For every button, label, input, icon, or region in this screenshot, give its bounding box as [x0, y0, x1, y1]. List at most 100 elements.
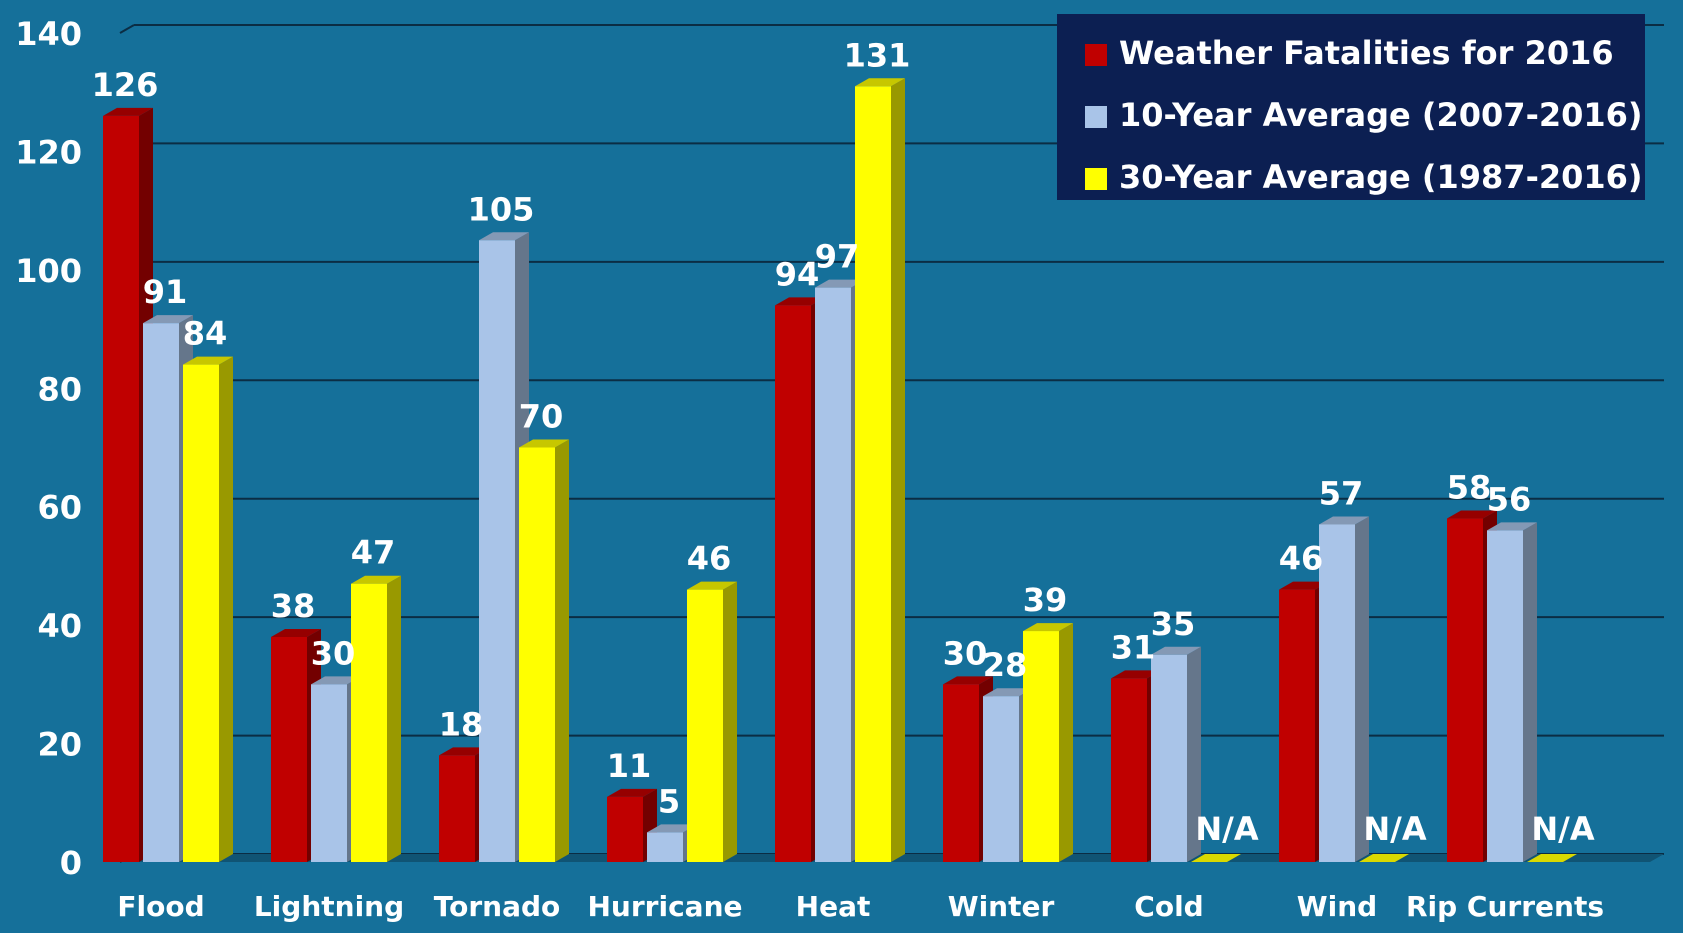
data-label: 58 [1447, 469, 1492, 507]
bar-side [1523, 522, 1537, 862]
bar [271, 636, 307, 862]
x-tick-label: Flood [117, 890, 204, 923]
bar-group [1447, 510, 1577, 862]
bar [439, 755, 475, 862]
bar-top [183, 356, 233, 365]
bar-top [983, 688, 1033, 697]
bar-top [815, 279, 865, 288]
data-labels: 1269184383047181057011546949713130283931… [92, 36, 1595, 848]
data-label: 11 [607, 747, 652, 785]
bar-group [271, 575, 401, 862]
y-tick-label: 100 [15, 252, 82, 290]
data-label: 57 [1319, 474, 1364, 512]
bar [1151, 654, 1187, 862]
data-label: 105 [468, 190, 535, 228]
bar-group [1111, 646, 1241, 862]
bar-top [607, 788, 657, 797]
bar-side [1187, 646, 1201, 862]
data-label: 94 [775, 255, 820, 293]
legend-box [1057, 14, 1645, 200]
legend-swatch [1085, 44, 1107, 66]
bar [479, 240, 515, 862]
bar-top [647, 824, 697, 833]
data-label: N/A [1531, 810, 1594, 848]
legend-swatch [1085, 106, 1107, 128]
y-tick-label: 60 [37, 489, 82, 527]
bar [687, 589, 723, 862]
bar-top [775, 297, 825, 306]
bar [855, 86, 891, 863]
data-label: N/A [1195, 810, 1258, 848]
data-label: 56 [1487, 480, 1532, 518]
x-tick-label: Tornado [434, 890, 561, 923]
x-tick-label: Wind [1297, 890, 1377, 923]
y-tick-label: 80 [37, 370, 82, 408]
legend-entry: Weather Fatalities for 2016 [1119, 34, 1614, 72]
gridline-depth [119, 24, 135, 34]
x-tick-label: Rip Currents [1406, 890, 1604, 923]
data-label: 18 [439, 705, 484, 743]
data-label: 30 [311, 634, 356, 672]
bar-group [1279, 516, 1409, 862]
bar [983, 696, 1019, 862]
bar-group [439, 232, 569, 862]
bar [815, 287, 851, 862]
bar-top [1111, 670, 1161, 679]
bar-top [855, 78, 905, 87]
data-label: 46 [687, 540, 732, 578]
bar [1023, 631, 1059, 862]
bar [311, 684, 347, 862]
data-label: 91 [143, 273, 188, 311]
y-tick-label: 40 [37, 607, 82, 645]
bar-top [103, 107, 153, 116]
bar-top [311, 676, 361, 685]
bar-missing [1359, 854, 1409, 862]
x-tick-label: Cold [1134, 890, 1203, 923]
bar-top [143, 315, 193, 324]
data-label: 46 [1279, 540, 1324, 578]
y-axis: 0 20 40 60 80 100 120 140 [15, 15, 82, 882]
y-tick-label: 120 [15, 133, 82, 171]
bar-top [943, 676, 993, 685]
bar-top [271, 628, 321, 637]
y-tick-label: 0 [60, 844, 82, 882]
bar-group [103, 107, 233, 862]
data-label: 35 [1151, 605, 1196, 643]
data-label: 30 [943, 634, 988, 672]
bar-top [1023, 623, 1073, 632]
bar-side [1059, 623, 1073, 862]
bar-top [1487, 522, 1537, 531]
data-label: N/A [1363, 810, 1426, 848]
bar [1279, 589, 1315, 862]
bar-side [1355, 516, 1369, 862]
bar-top [1151, 646, 1201, 655]
bar [1487, 530, 1523, 862]
bar-side [219, 356, 233, 862]
x-tick-label: Lightning [254, 890, 404, 923]
y-tick-label: 140 [15, 15, 82, 53]
bar [607, 796, 643, 862]
legend-entry: 10-Year Average (2007-2016) [1119, 96, 1643, 134]
bars: Flood Lightning Tornado Hurricane Heat Winter… [103, 78, 1604, 923]
data-label: 70 [519, 398, 564, 436]
bar-side [723, 581, 737, 862]
data-label: 131 [844, 36, 911, 74]
y-tick-label: 20 [37, 726, 82, 764]
bar-group [943, 623, 1073, 862]
bar [519, 447, 555, 862]
data-label: 5 [658, 782, 680, 820]
data-label: 47 [351, 534, 396, 572]
bar-side [387, 575, 401, 862]
bar [1447, 518, 1483, 862]
bar [183, 364, 219, 862]
bar-top [519, 439, 569, 448]
x-tick-label: Heat [796, 890, 871, 923]
bar [775, 305, 811, 862]
bar-top [1279, 581, 1329, 590]
bar-group [607, 581, 737, 862]
bar-side [555, 439, 569, 862]
bar-top [1319, 516, 1369, 525]
bar-missing [1527, 854, 1577, 862]
data-label: 31 [1111, 628, 1156, 666]
